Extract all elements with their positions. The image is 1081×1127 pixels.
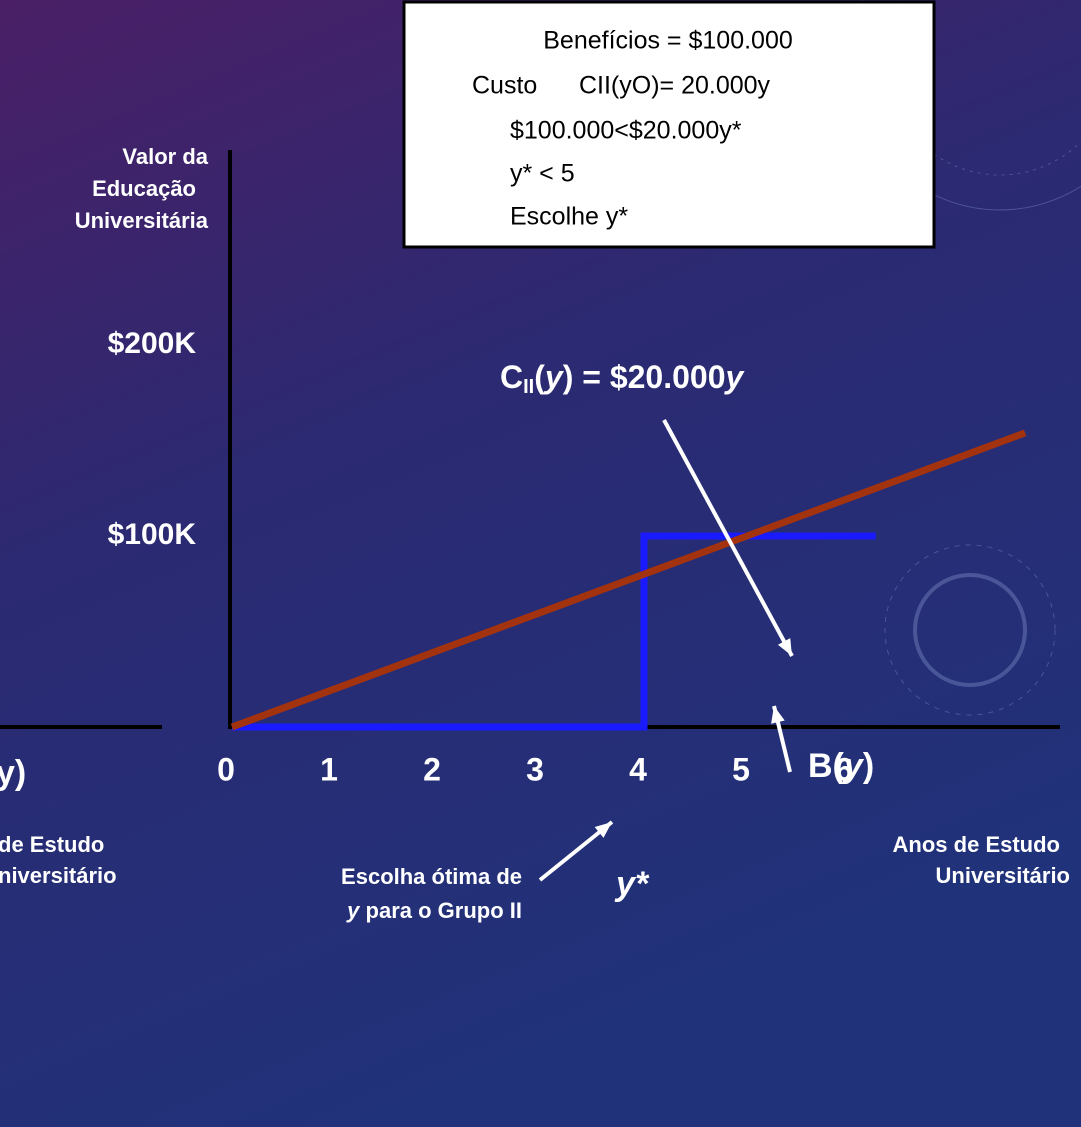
fragment: de Estudo <box>0 832 104 857</box>
ystar-label: y* <box>614 865 650 903</box>
cost-label-part: ( <box>534 359 545 395</box>
x-label: Universitário <box>936 863 1071 888</box>
x-tick-label: 3 <box>526 751 544 787</box>
box-line: Escolhe y* <box>510 203 628 231</box>
cost-label-sub: II <box>523 376 534 398</box>
fragment: niversitário <box>0 863 117 888</box>
x-tick-label: 5 <box>732 751 750 787</box>
pointer-head <box>777 638 792 656</box>
y-tick-label: $200K <box>108 327 197 360</box>
box-line: $100.000<$20.000y* <box>510 117 742 145</box>
benefit-label: B(y) <box>808 747 874 785</box>
y-label: Educação <box>92 176 196 201</box>
box-line: Custo CII(yO)= 20.000y <box>472 72 771 100</box>
series-line <box>230 429 1027 731</box>
x-tick-label: 1 <box>320 751 338 787</box>
pointer <box>662 419 794 657</box>
cost-label-part: y <box>543 359 565 395</box>
x-tick-label: 4 <box>629 751 647 787</box>
pointer-head <box>594 822 612 838</box>
fragment: y) <box>0 754 26 792</box>
x-tick-label: 6 <box>835 751 853 787</box>
y-label: Valor da <box>122 144 208 169</box>
text-box <box>402 0 936 249</box>
x-label: Anos de Estudo <box>893 832 1060 857</box>
benefit-label-part: B( <box>808 747 845 785</box>
choice-label-part: y <box>346 898 361 923</box>
pointer-head <box>771 706 785 724</box>
box-line: Benefícios = $100.000 <box>543 27 793 55</box>
cost-label-part: ) = $20.000 <box>563 359 726 395</box>
cost-label: CII(y) = $20.000y <box>500 359 745 398</box>
benefit-label-part: y <box>842 747 865 785</box>
series-line <box>232 532 876 731</box>
x-tick-label: 0 <box>217 751 235 787</box>
choice-label-part: para o Grupo II <box>359 898 522 923</box>
box-line: y* < 5 <box>510 160 575 188</box>
cost-label-part: y <box>723 359 745 395</box>
benefit-label-part: ) <box>863 747 874 785</box>
y-tick-label: $100K <box>108 518 197 551</box>
choice-label: y para o Grupo II <box>346 898 522 923</box>
choice-label: Escolha ótima de <box>341 864 522 889</box>
cost-label-part: C <box>500 359 523 395</box>
y-label: Universitária <box>75 208 209 233</box>
x-tick-label: 2 <box>423 751 441 787</box>
